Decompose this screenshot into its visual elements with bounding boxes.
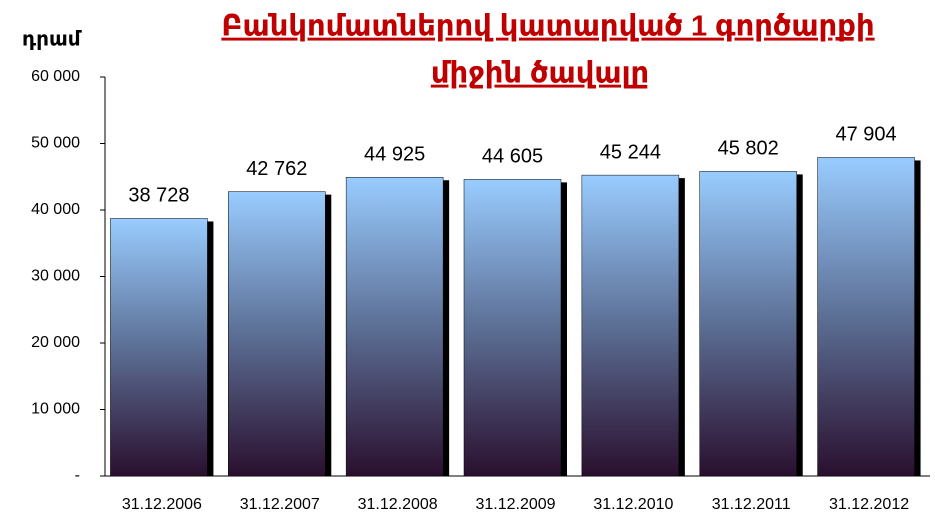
x-tick-label: 31.12.2012 [829,496,909,513]
value-label: 42 762 [246,158,307,180]
x-tick-label: 31.12.2010 [593,496,673,513]
y-tick-label: 60 000 [31,68,80,85]
value-label: 38 728 [128,185,189,207]
value-label: 44 605 [482,146,543,168]
y-tick-label: 50 000 [31,135,80,152]
bar [699,171,797,477]
x-tick-label: 31.12.2011 [712,496,791,513]
y-axis-label: դրամ [22,28,82,50]
x-tick-label: 31.12.2008 [358,496,438,513]
bar [110,218,208,477]
x-tick-label: 31.12.2009 [475,496,555,513]
value-label: 44 925 [364,144,425,166]
value-label: 45 802 [718,138,779,160]
value-label: 45 244 [600,141,661,163]
x-tick-label: 31.12.2007 [240,496,320,513]
bar [581,174,680,477]
bar [817,157,915,477]
y-tick-label: 20 000 [31,334,80,351]
bar [345,176,444,477]
y-tick-label: 10 000 [31,401,80,418]
chart-title: միջին ծավալը [431,58,649,90]
chart-title: Բանկոմատներով կատարված 1 գործարքի [221,11,874,43]
bar [228,191,326,477]
bar [463,179,562,477]
value-label: 47 904 [835,124,896,146]
y-tick-label: - [75,467,80,484]
x-tick-label: 31.12.2006 [122,496,202,513]
y-tick-label: 40 000 [31,201,80,218]
y-tick-label: 30 000 [31,268,80,285]
